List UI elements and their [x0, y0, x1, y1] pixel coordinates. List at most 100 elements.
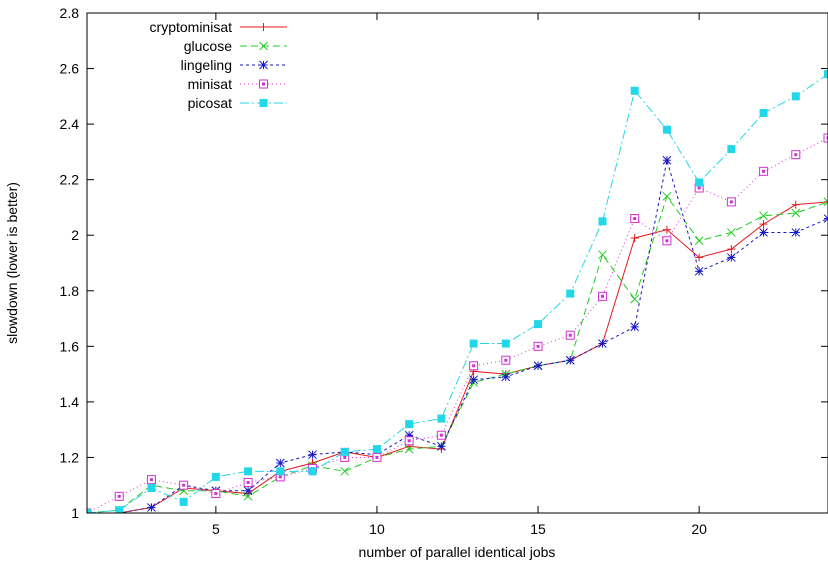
data-point-lingeling	[791, 228, 801, 237]
legend-label: glucose	[184, 38, 232, 54]
data-point-picosat	[759, 109, 768, 117]
data-point-minisat	[243, 477, 253, 487]
data-point-picosat	[115, 506, 124, 513]
data-point-minisat	[565, 330, 575, 340]
data-point-minisat	[662, 236, 672, 246]
y-axis-label: slowdown (lower is better)	[4, 182, 20, 344]
data-point-glucose	[726, 228, 736, 237]
data-point-minisat	[823, 133, 828, 143]
data-point-picosat	[695, 178, 704, 187]
series-glucose	[87, 191, 828, 513]
y-tick-label: 2.4	[60, 116, 80, 132]
data-point-minisat	[211, 489, 221, 499]
x-tick-label: 5	[212, 521, 220, 537]
legend-marker	[259, 41, 268, 51]
data-point-minisat	[436, 430, 446, 440]
data-point-minisat	[404, 436, 414, 446]
series-lingeling	[87, 155, 828, 513]
data-point-minisat	[372, 452, 382, 462]
data-point-lingeling	[243, 486, 253, 496]
data-point-minisat	[114, 491, 124, 501]
data-point-picosat	[437, 414, 446, 423]
data-point-lingeling	[501, 372, 511, 382]
data-point-lingeling	[147, 503, 156, 512]
data-point-picosat	[179, 497, 188, 506]
series-line-minisat	[87, 137, 828, 513]
data-point-glucose	[662, 191, 672, 201]
series-picosat	[87, 70, 828, 513]
data-point-picosat	[276, 467, 285, 476]
data-point-lingeling	[469, 375, 478, 385]
data-point-cryptominisat	[695, 253, 704, 262]
data-point-picosat	[469, 339, 478, 348]
data-point-glucose	[630, 294, 640, 304]
y-tick-label: 2.2	[60, 172, 80, 188]
data-point-picosat	[598, 217, 607, 226]
data-point-picosat	[340, 447, 349, 456]
legend-label: picosat	[188, 95, 232, 111]
data-point-glucose	[340, 466, 350, 476]
data-point-picosat	[87, 509, 91, 513]
data-point-picosat	[244, 467, 253, 476]
x-axis-label: number of parallel identical jobs	[359, 544, 556, 560]
data-point-lingeling	[662, 155, 672, 165]
data-point-lingeling	[437, 441, 446, 451]
legend-marker	[259, 79, 268, 89]
data-point-picosat	[534, 320, 543, 329]
data-point-minisat	[146, 475, 156, 485]
data-point-minisat	[597, 291, 607, 301]
y-tick-label: 2.8	[60, 5, 80, 21]
data-point-picosat	[372, 445, 381, 454]
data-point-minisat	[630, 214, 640, 224]
data-point-picosat	[662, 125, 671, 134]
data-point-picosat	[727, 145, 736, 154]
y-tick-label: 1.8	[60, 283, 80, 299]
series-line-glucose	[87, 195, 828, 513]
data-point-lingeling	[565, 355, 575, 365]
data-point-lingeling	[275, 458, 285, 468]
legend: cryptominisat glucose lingeling minisat pico…	[150, 19, 287, 111]
data-point-picosat	[630, 86, 639, 95]
data-point-lingeling	[308, 450, 317, 460]
x-tick-label: 20	[691, 521, 707, 537]
data-point-lingeling	[694, 266, 704, 276]
data-point-cryptominisat	[630, 234, 639, 242]
legend-label: lingeling	[181, 57, 232, 73]
y-tick-label: 1.4	[60, 394, 80, 410]
data-point-cryptominisat	[824, 197, 828, 206]
data-point-minisat	[533, 341, 543, 351]
data-point-glucose	[759, 211, 768, 221]
data-point-minisat	[759, 166, 769, 176]
data-point-lingeling	[630, 322, 640, 332]
series-line-picosat	[87, 73, 828, 513]
data-point-picosat	[211, 472, 220, 481]
y-tick-label: 2	[71, 227, 79, 243]
y-tick-label: 1.2	[60, 449, 80, 465]
y-tick-label: 1.6	[60, 338, 80, 354]
data-point-cryptominisat	[791, 200, 800, 209]
data-point-picosat	[501, 339, 510, 348]
data-point-lingeling	[759, 228, 768, 237]
legend-marker	[259, 60, 268, 70]
data-point-minisat	[179, 480, 189, 490]
data-point-lingeling	[823, 214, 828, 223]
data-point-cryptominisat	[727, 245, 736, 254]
data-point-picosat	[405, 420, 414, 429]
data-point-glucose	[823, 197, 828, 207]
data-point-picosat	[566, 289, 575, 298]
data-point-picosat	[147, 484, 156, 492]
legend-marker	[259, 23, 268, 31]
legend-label: cryptominisat	[150, 19, 233, 35]
data-point-glucose	[404, 444, 414, 454]
data-point-minisat	[791, 150, 801, 160]
data-point-cryptominisat	[662, 225, 671, 234]
y-tick-label: 2.6	[60, 61, 80, 77]
data-point-lingeling	[533, 361, 543, 371]
axes-layer: 5 10 15 20 1 1.2 1.4 1.6 1.8 2 2.2 2.4 2.6 2.8	[60, 5, 828, 537]
data-point-lingeling	[726, 253, 736, 262]
y-tick-label: 1	[71, 505, 79, 521]
x-tick-label: 10	[369, 521, 385, 537]
data-point-picosat	[791, 92, 800, 101]
data-point-cryptominisat	[759, 220, 768, 229]
